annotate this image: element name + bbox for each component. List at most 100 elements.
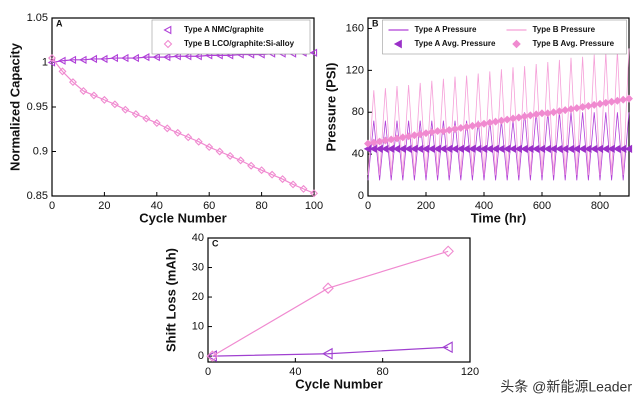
- data-point: [278, 175, 287, 184]
- data-point: [584, 101, 593, 110]
- y-axis-label: Normalized Capacity: [7, 42, 22, 171]
- data-point: [416, 130, 425, 139]
- data-point: [68, 78, 77, 87]
- legend-marker: [393, 39, 402, 49]
- x-axis-label: Cycle Number: [139, 210, 226, 225]
- x-tick-label: 80: [377, 366, 389, 378]
- data-point: [321, 347, 333, 360]
- data-point: [121, 105, 130, 114]
- data-point: [100, 95, 109, 104]
- legend-label: Type A Avg. Pressure: [415, 39, 496, 48]
- data-point: [152, 53, 160, 62]
- data-point: [205, 143, 214, 152]
- y-tick-label: 160: [346, 22, 364, 34]
- y-tick-label: 30: [192, 261, 204, 273]
- data-point: [194, 52, 202, 61]
- data-point: [624, 144, 633, 154]
- data-point: [236, 156, 245, 165]
- y-tick-label: 0.95: [27, 101, 48, 113]
- data-point: [194, 137, 203, 146]
- series-line: [212, 346, 449, 357]
- y-tick-label: 1.05: [27, 12, 48, 24]
- data-point: [619, 95, 628, 104]
- data-point: [163, 124, 172, 133]
- data-point: [110, 53, 118, 63]
- data-point: [226, 151, 235, 160]
- data-point: [526, 111, 535, 120]
- data-point: [131, 53, 139, 63]
- data-point: [485, 118, 494, 127]
- x-axis-label: Cycle Number: [295, 376, 382, 391]
- data-point: [58, 67, 67, 76]
- data-point: [468, 121, 477, 130]
- x-tick-label: 40: [151, 200, 163, 212]
- data-point: [100, 54, 108, 64]
- legend-marker: [163, 25, 172, 35]
- data-point: [68, 55, 77, 64]
- legend-label: Type B LCO/graphite:Si-alloy: [184, 39, 295, 48]
- panel-label: A: [56, 18, 63, 28]
- data-point: [451, 125, 459, 133]
- y-axis-label: Pressure (PSI): [323, 63, 338, 152]
- y-tick-label: 40: [352, 148, 364, 160]
- data-point: [110, 100, 119, 109]
- legend-marker: [163, 39, 173, 49]
- data-point: [48, 54, 56, 63]
- data-point: [268, 170, 277, 179]
- data-point: [183, 52, 192, 61]
- x-tick-label: 600: [533, 200, 551, 212]
- legend-box: [382, 19, 627, 55]
- data-point: [162, 53, 171, 62]
- y-tick-label: 0: [358, 190, 364, 202]
- legend-marker: [512, 39, 521, 49]
- y-tick-label: 40: [192, 232, 204, 244]
- data-point: [474, 120, 483, 129]
- plot-frame: [207, 237, 471, 363]
- data-point: [247, 161, 256, 170]
- x-tick-label: 200: [417, 200, 435, 212]
- data-point: [310, 189, 318, 198]
- data-point: [215, 147, 224, 156]
- data-point: [561, 106, 570, 115]
- data-point: [152, 119, 161, 127]
- data-point: [480, 119, 488, 128]
- data-point: [58, 56, 66, 65]
- data-point: [514, 113, 523, 122]
- legend-box: [151, 19, 311, 55]
- series-line: [212, 250, 449, 357]
- x-tick-label: 0: [205, 366, 211, 378]
- watermark: 头条 @新能源Leader: [500, 379, 632, 395]
- data-point: [206, 350, 219, 362]
- data-point: [141, 53, 150, 62]
- y-tick-label: 120: [346, 64, 364, 76]
- x-tick-label: 800: [591, 200, 609, 212]
- y-tick-label: 20: [192, 291, 204, 303]
- data-point: [462, 122, 471, 131]
- data-point: [131, 110, 140, 119]
- x-tick-label: 40: [289, 366, 301, 378]
- data-point: [538, 109, 546, 118]
- data-point: [257, 166, 266, 175]
- data-point: [596, 99, 604, 108]
- y-tick-label: 10: [192, 320, 204, 332]
- x-tick-label: 20: [98, 200, 110, 212]
- data-point: [442, 341, 453, 354]
- data-point: [439, 127, 448, 136]
- y-tick-label: 80: [352, 106, 364, 118]
- plot-frame: [367, 17, 630, 197]
- y-tick-label: 0: [198, 350, 204, 362]
- x-tick-label: 0: [49, 200, 55, 212]
- x-axis-label: Time (hr): [471, 210, 526, 225]
- data-point: [549, 108, 558, 117]
- data-point: [625, 94, 633, 103]
- x-tick-label: 120: [461, 366, 479, 378]
- data-point: [309, 48, 318, 57]
- legend-label: Type B Avg. Pressure: [533, 39, 615, 48]
- data-point: [89, 91, 98, 100]
- data-point: [299, 184, 308, 193]
- data-point: [173, 128, 182, 137]
- data-point: [142, 114, 151, 123]
- data-point: [491, 117, 500, 126]
- data-point: [322, 282, 334, 294]
